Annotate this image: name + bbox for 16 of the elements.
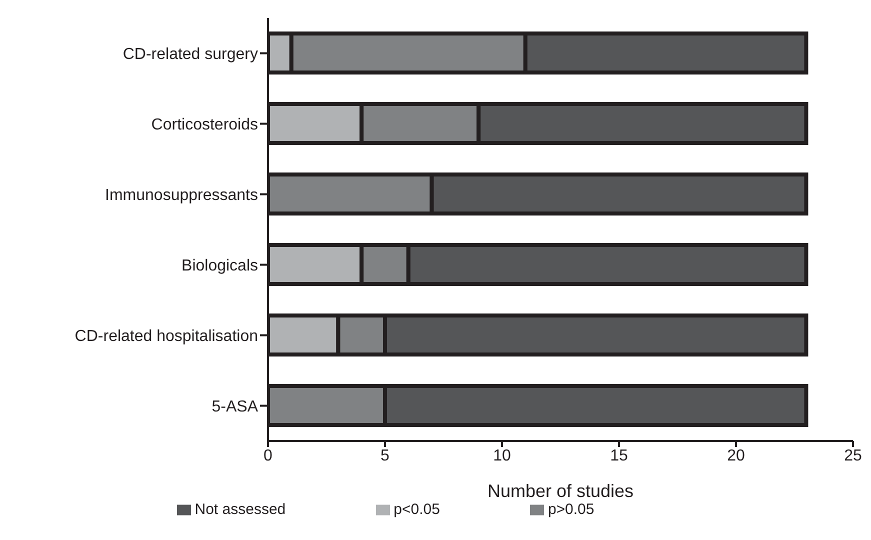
legend-label: p<0.05 — [394, 501, 440, 518]
x-tick-label: 10 — [493, 447, 511, 464]
legend-label: p>0.05 — [548, 501, 594, 518]
y-tick-label: 5-ASA — [212, 398, 258, 416]
x-tick-label: 0 — [264, 447, 273, 464]
y-tick-label: CD-related hospitalisation — [74, 328, 258, 345]
y-tick-label: Corticosteroids — [151, 116, 258, 134]
y-tick-label: Biologicals — [182, 257, 258, 274]
x-axis-title: Number of studies — [487, 481, 634, 501]
x-tick-label: 20 — [727, 447, 745, 464]
x-tick-label: 25 — [844, 447, 862, 464]
x-tick-label: 15 — [610, 447, 628, 464]
y-tick-label: Immunosuppressants — [105, 186, 258, 204]
x-tick-label: 5 — [380, 447, 390, 464]
legend-label: Not assessed — [194, 501, 286, 518]
y-tick-label: CD-related surgery — [122, 46, 258, 63]
